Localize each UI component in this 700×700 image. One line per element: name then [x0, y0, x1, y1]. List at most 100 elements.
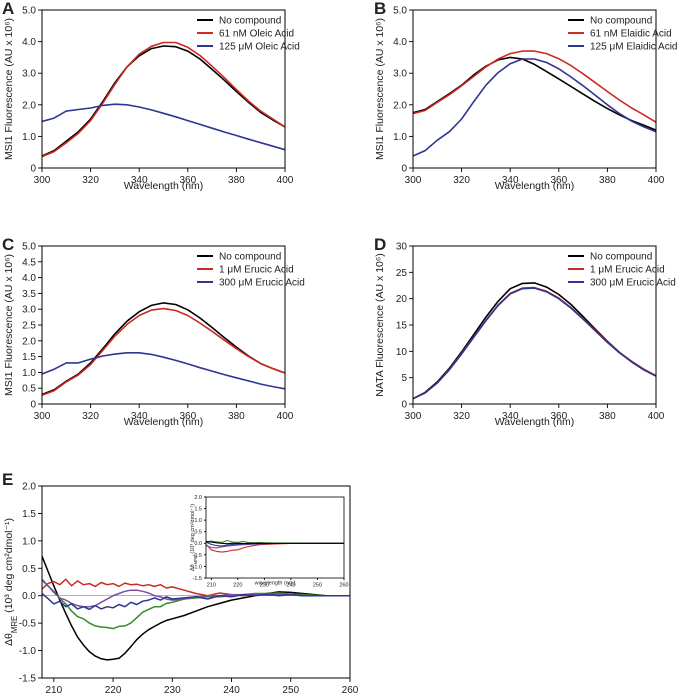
y-tick-label: 3.5 — [22, 289, 36, 300]
y-tick-label: 1.0 — [22, 536, 36, 547]
series-line-1-m-erucic-acid — [42, 307, 285, 396]
x-tick-label: 300 — [405, 175, 422, 186]
y-tick-label: 20 — [396, 294, 408, 305]
y-tick-label: 0.5 — [22, 384, 36, 395]
plot-frame — [41, 485, 351, 679]
legend-label: No compound — [219, 252, 281, 263]
x-tick-label: 320 — [82, 411, 99, 422]
y-axis-title: MSI1 Fluorescence (AU x 10⁶) — [3, 254, 15, 396]
y-tick-label: -1.0 — [193, 564, 202, 570]
series-line-125-m-oleic-acid — [42, 103, 285, 151]
y-tick-label: 0 — [30, 164, 36, 175]
y-tick-label: 30 — [396, 242, 408, 253]
series-line-no-compound — [413, 282, 656, 400]
label-part: (10³ deg cm²dmol⁻¹) — [3, 518, 15, 616]
x-tick-label: 400 — [648, 175, 665, 186]
y-tick-label: 1.5 — [22, 509, 36, 520]
series-line-300-m-erucic-acid — [413, 287, 656, 400]
y-axis-title: NATA Fluorescence (AU x 10⁶) — [374, 253, 386, 396]
label-part: Δθ — [190, 564, 196, 571]
legend-label: 125 μM Oleic Acid — [219, 42, 300, 53]
x-axis-title: Wavelength (nm) — [124, 180, 204, 192]
y-tick-label: 0 — [401, 400, 407, 411]
y-tick-label: 0 — [30, 400, 36, 411]
legend-label: 61 nM Elaidic Acid — [590, 29, 672, 40]
x-tick-label: 380 — [228, 411, 245, 422]
x-tick-label: 240 — [286, 583, 295, 589]
x-tick-label: 230 — [164, 685, 181, 696]
y-tick-label: 2.0 — [393, 100, 407, 111]
y-tick-label: 0.0 — [22, 591, 36, 602]
series-line-green — [42, 579, 350, 630]
x-tick-label: 240 — [223, 685, 240, 696]
series-line-1-m-erucic-acid — [413, 286, 656, 400]
plot-frame — [41, 9, 286, 169]
y-tick-label: 5.0 — [22, 6, 36, 17]
label-subscript: MRE — [193, 555, 198, 564]
y-tick-label: 2.0 — [22, 482, 36, 493]
y-tick-label: 1.0 — [393, 132, 407, 143]
plot-frame — [412, 9, 657, 169]
x-tick-label: 250 — [313, 583, 322, 589]
y-tick-label: 4.0 — [393, 37, 407, 48]
x-tick-label: 210 — [207, 583, 216, 589]
x-tick-label: 260 — [339, 583, 348, 589]
series-line-61-nm-oleic-acid — [42, 41, 285, 158]
series-line-black — [42, 555, 350, 661]
x-tick-label: 320 — [453, 411, 470, 422]
y-tick-label: 3.0 — [22, 305, 36, 316]
y-tick-label: 1.0 — [22, 132, 36, 143]
x-tick-label: 400 — [277, 175, 294, 186]
series-line-61-nm-elaidic-acid — [413, 50, 656, 123]
y-tick-label: -1.5 — [19, 674, 37, 685]
y-tick-label: 3.0 — [393, 69, 407, 80]
x-tick-label: 300 — [34, 411, 51, 422]
x-axis-title: Wavelength (nm) — [124, 416, 204, 428]
label-subscript: MRE — [10, 616, 19, 633]
y-tick-label: 5 — [401, 373, 407, 384]
panel-letter-a: A — [2, 0, 14, 18]
x-tick-label: 300 — [34, 175, 51, 186]
y-tick-label: 3.0 — [22, 69, 36, 80]
label-part: Δθ — [3, 633, 15, 646]
legend-label: No compound — [219, 16, 281, 27]
x-tick-label: 340 — [502, 175, 519, 186]
y-tick-label: -1.0 — [19, 646, 37, 657]
x-tick-label: 340 — [131, 175, 148, 186]
panel-c: 300 320 340 360 380 400 0 0.5 1.0 1.5 2.0 2.5 3.0 3.5… — [3, 242, 305, 429]
panel-b: 300 320 340 360 380 400 0 1.0 2.0 3.0 4.0 5.0 Wavele… — [374, 6, 677, 193]
y-tick-label: -1.5 — [193, 576, 202, 582]
x-tick-label: 380 — [599, 411, 616, 422]
x-axis-title: wavelength (nm) — [254, 581, 296, 587]
series-line-purple — [42, 578, 350, 608]
legend-label: No compound — [590, 252, 652, 263]
y-axis-title: MSI1 Fluorescence (AU x 10⁶) — [374, 18, 386, 160]
y-axis-title: MSI1 Fluorescence (AU x 10⁶) — [3, 18, 15, 160]
inset-background — [205, 496, 345, 579]
y-tick-label: 4.0 — [22, 37, 36, 48]
x-tick-label: 360 — [179, 175, 196, 186]
x-tick-label: 260 — [342, 685, 359, 696]
legend-label: 125 μM Elaidic Acid — [590, 42, 677, 53]
y-tick-label: 4.5 — [22, 257, 36, 268]
y-axis-title: ΔθMRE (10³ deg cm²dmol⁻¹) — [190, 504, 198, 571]
y-tick-label: 2.0 — [22, 336, 36, 347]
y-tick-label: 1.0 — [194, 518, 202, 524]
legend-label: No compound — [590, 16, 652, 27]
y-tick-label: 10 — [396, 347, 408, 358]
x-tick-label: 340 — [131, 411, 148, 422]
y-tick-label: 4.0 — [22, 273, 36, 284]
x-tick-label: 380 — [228, 175, 245, 186]
panel-letter-d: D — [374, 235, 386, 254]
x-tick-label: 360 — [550, 411, 567, 422]
series-line-300-m-erucic-acid — [42, 351, 285, 390]
y-tick-label: 0.0 — [194, 541, 202, 547]
x-tick-label: 220 — [105, 685, 122, 696]
x-axis-title: Wavelength (nm) — [495, 416, 575, 428]
x-tick-label: 320 — [453, 175, 470, 186]
x-tick-label: 380 — [599, 175, 616, 186]
x-tick-label: 300 — [405, 411, 422, 422]
x-tick-label: 360 — [179, 411, 196, 422]
y-tick-label: 5.0 — [22, 242, 36, 253]
legend-label: 300 μM Erucic Acid — [590, 278, 676, 289]
